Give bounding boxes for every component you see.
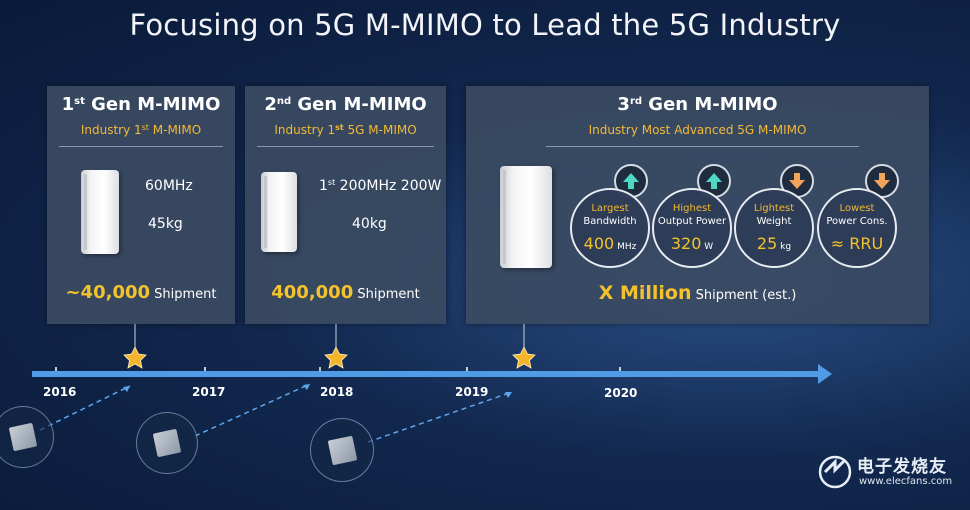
elecfans-logo-icon [818, 455, 852, 489]
gen2-subtitle: Industry 1st 5G M-MIMO [274, 123, 417, 137]
gen1-antenna-image [81, 170, 119, 254]
metric-output-power: Highest Output Power 320 W [652, 188, 732, 268]
metric-bandwidth: Largest Bandwidth 400 MHz [570, 188, 650, 268]
year-2016: 2016 [43, 385, 77, 399]
gen1-subtitle: Industry 1st M-MIMO [80, 123, 202, 137]
gen1-panel: 1st Gen M-MIMO Industry 1st M-MIMO 60MHz… [47, 86, 235, 324]
year-2020: 2020 [604, 386, 638, 400]
year-2017: 2017 [192, 385, 226, 399]
gen3-unit-image [310, 418, 374, 482]
gen2-divider [257, 146, 434, 147]
gen3-star-icon [512, 346, 536, 369]
gen1-weight: 45kg [148, 216, 183, 232]
year-2018: 2018 [320, 385, 354, 399]
gen3-shipment: X Million Shipment (est.) [598, 282, 797, 304]
dashed-arrow-1 [39, 385, 131, 431]
gen2-title: 2nd Gen M-MIMO [264, 94, 427, 115]
slide-title: Focusing on 5G M-MIMO to Lead the 5G Ind… [129, 8, 841, 42]
gen2-star-icon [324, 346, 348, 369]
dashed-arrow-2 [194, 383, 311, 437]
gen1-star-icon [123, 346, 147, 369]
metric-power-consumption: Lowest Power Cons. ≈ RRU [817, 188, 897, 268]
gen2-shipment: 400,000 Shipment [271, 282, 420, 303]
gen3-antenna-image [500, 166, 552, 268]
dashed-arrow-3 [367, 391, 513, 443]
gen3-subtitle: Industry Most Advanced 5G M-MIMO [588, 123, 807, 137]
gen2-weight: 40kg [352, 216, 387, 232]
timeline-graphic [32, 324, 832, 443]
gen1-bandwidth: 60MHz [145, 178, 193, 194]
watermark-name: 电子发烧友 [857, 457, 947, 477]
gen1-shipment: ~40,000 Shipment [65, 282, 217, 303]
gen1-unit-image [0, 406, 54, 468]
gen2-panel: 2nd Gen M-MIMO Industry 1st 5G M-MIMO 1s… [245, 86, 446, 324]
watermark: 电子发烧友 www.elecfans.com [817, 448, 962, 498]
gen3-panel: 3rd Gen M-MIMO Industry Most Advanced 5G… [466, 86, 929, 324]
gen1-divider [59, 146, 223, 147]
gen3-title: 3rd Gen M-MIMO [617, 94, 778, 115]
watermark-url: www.elecfans.com [859, 476, 953, 487]
gen2-antenna-image [261, 172, 297, 252]
timeline-arrowhead [818, 364, 832, 384]
metric-weight: Lightest Weight 25 kg [734, 188, 814, 268]
gen2-unit-image [136, 412, 198, 474]
gen1-title: 1st Gen M-MIMO [61, 94, 221, 115]
gen2-bandwidth-power: 1st 200MHz 200W [319, 178, 442, 194]
gen3-divider [546, 146, 859, 147]
timeline-bar [32, 371, 820, 377]
year-2019: 2019 [455, 385, 489, 399]
